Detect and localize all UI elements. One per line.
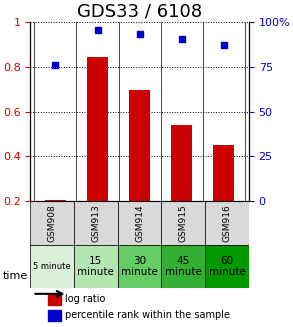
Point xyxy=(221,42,226,47)
Text: percentile rank within the sample: percentile rank within the sample xyxy=(65,310,230,320)
Bar xyxy=(213,145,234,201)
Text: log ratio: log ratio xyxy=(65,294,105,304)
Text: GSM916: GSM916 xyxy=(222,204,231,242)
Point xyxy=(179,37,184,42)
FancyBboxPatch shape xyxy=(205,201,249,245)
FancyBboxPatch shape xyxy=(118,201,161,245)
Text: 30
minute: 30 minute xyxy=(121,256,158,277)
Text: 60
minute: 60 minute xyxy=(209,256,246,277)
FancyBboxPatch shape xyxy=(118,245,161,288)
Bar xyxy=(48,310,61,321)
FancyBboxPatch shape xyxy=(74,245,118,288)
FancyBboxPatch shape xyxy=(74,201,118,245)
Text: 5 minute: 5 minute xyxy=(33,262,71,271)
Text: time: time xyxy=(3,271,28,281)
Text: GSM913: GSM913 xyxy=(91,204,100,242)
Text: GSM908: GSM908 xyxy=(47,204,57,242)
Bar xyxy=(48,294,61,304)
FancyBboxPatch shape xyxy=(30,245,74,288)
Point xyxy=(95,28,100,33)
FancyBboxPatch shape xyxy=(161,245,205,288)
FancyBboxPatch shape xyxy=(30,201,74,245)
Point xyxy=(137,31,142,37)
Point xyxy=(53,62,58,68)
FancyBboxPatch shape xyxy=(161,201,205,245)
Bar xyxy=(129,91,150,201)
Title: GDS33 / 6108: GDS33 / 6108 xyxy=(77,3,202,21)
Bar xyxy=(87,57,108,201)
FancyBboxPatch shape xyxy=(205,245,249,288)
Text: 45
minute: 45 minute xyxy=(165,256,202,277)
Text: GSM915: GSM915 xyxy=(179,204,188,242)
Text: GSM914: GSM914 xyxy=(135,204,144,242)
Bar xyxy=(171,125,192,201)
Bar xyxy=(45,200,66,201)
Text: 15
minute: 15 minute xyxy=(77,256,114,277)
